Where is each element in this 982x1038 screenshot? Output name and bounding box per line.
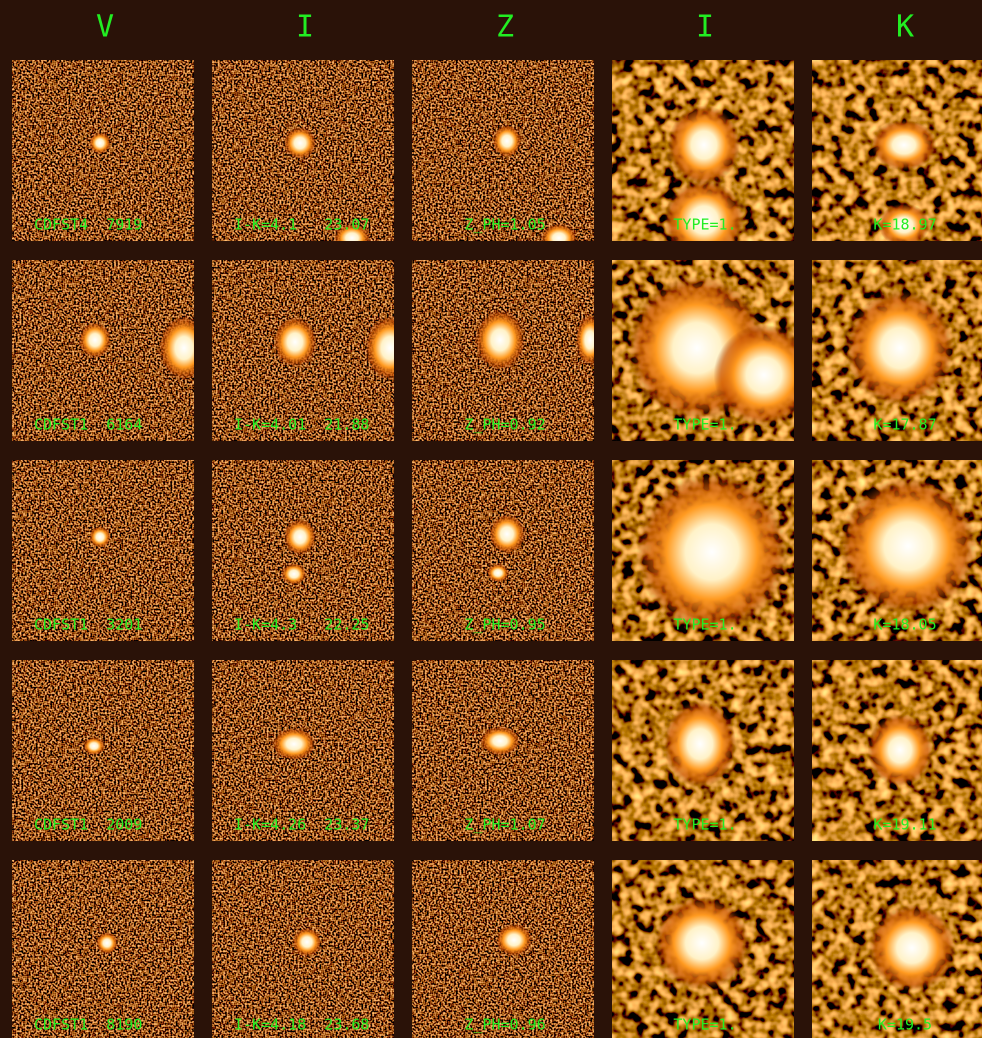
image-cell xyxy=(12,860,194,1038)
source xyxy=(159,316,209,381)
source xyxy=(475,309,525,370)
cell-label: Z_PH=1.07 xyxy=(464,816,545,834)
source xyxy=(636,473,787,631)
source xyxy=(89,132,111,154)
source xyxy=(869,905,955,991)
cell-label: I-K=4.26 23.37 xyxy=(234,816,369,834)
image-cell xyxy=(412,460,594,641)
cell-label: CDFST1 2009 xyxy=(34,816,142,834)
cell-label: CDFST1 3201 xyxy=(34,616,142,634)
cell-label: CDFST4 7919 xyxy=(34,216,142,234)
cell-label: I-K=4.01 21.88 xyxy=(234,416,369,434)
image-cell xyxy=(612,860,794,1038)
image-cell xyxy=(812,660,982,841)
image-cell xyxy=(12,260,209,441)
image-cell xyxy=(212,860,394,1038)
source xyxy=(480,727,520,756)
cell-label: TYPE=1. xyxy=(673,1016,736,1034)
cell-label: Z_PH=0.92 xyxy=(464,416,545,434)
source xyxy=(272,728,315,760)
cell-label: Z_PH=0.96 xyxy=(464,1016,545,1034)
cell-label: I-K=4.18 23.68 xyxy=(234,1016,369,1034)
cell-label: TYPE=1. xyxy=(673,816,736,834)
source xyxy=(273,317,316,367)
cell-label: Z_PH=0.95 xyxy=(464,616,545,634)
source xyxy=(668,105,740,184)
cell-label: Z_PH=1.05 xyxy=(464,216,545,234)
cell-label: K=19.5 xyxy=(878,1016,932,1034)
cell-label: K=18.97 xyxy=(873,216,936,234)
cell-label: TYPE=1. xyxy=(673,416,736,434)
source xyxy=(664,701,736,787)
image-cell xyxy=(812,260,982,441)
source xyxy=(714,325,815,426)
column-header: I xyxy=(696,10,714,45)
image-cell xyxy=(12,660,194,841)
cell-label: K=17.87 xyxy=(873,416,936,434)
cell-label: TYPE=1. xyxy=(673,616,736,634)
image-cell xyxy=(212,460,394,641)
image-cell xyxy=(412,260,604,441)
source xyxy=(365,316,415,381)
source xyxy=(89,526,111,548)
source xyxy=(487,564,509,582)
image-cell xyxy=(612,660,794,841)
source xyxy=(496,924,532,956)
cell-label: TYPE=1. xyxy=(673,216,736,234)
source xyxy=(83,737,105,755)
source xyxy=(840,478,977,615)
cell-label: CDFST1 8190 xyxy=(34,1016,142,1034)
image-cell xyxy=(612,460,794,641)
image-cell xyxy=(212,260,415,441)
source xyxy=(284,519,316,555)
cell-label: CDFST1 6164 xyxy=(34,416,142,434)
image-cell xyxy=(412,860,594,1038)
column-header: V xyxy=(96,10,114,45)
cell-label: K=19.11 xyxy=(873,816,936,834)
source xyxy=(96,932,118,954)
source xyxy=(655,896,749,990)
source xyxy=(293,928,322,957)
column-header: I xyxy=(296,10,314,45)
source xyxy=(489,514,525,554)
source xyxy=(846,290,954,405)
source xyxy=(79,322,111,358)
noise xyxy=(12,460,194,641)
cell-label: I-K=4.1 23.07 xyxy=(234,216,369,234)
image-cell xyxy=(412,660,594,841)
image-cell xyxy=(812,860,982,1038)
cell-label: I-K=4.3 22.25 xyxy=(234,616,369,634)
source xyxy=(576,315,605,365)
image-cell xyxy=(812,460,982,641)
source xyxy=(284,127,316,159)
source xyxy=(872,120,937,170)
figure: V I Z I K CDFST4 7919 I-K=4.1 23.07 Z_PH=1.05 TY… xyxy=(0,0,982,1038)
image-cell xyxy=(12,460,194,641)
image-cell xyxy=(212,660,394,841)
column-header: Z xyxy=(496,10,514,45)
column-header: K xyxy=(896,10,914,45)
cell-label: K=18.05 xyxy=(873,616,936,634)
source xyxy=(541,224,577,253)
image-cell xyxy=(612,260,814,441)
image-cell xyxy=(12,60,194,241)
source xyxy=(281,563,306,585)
source xyxy=(493,125,522,157)
source xyxy=(868,714,933,786)
